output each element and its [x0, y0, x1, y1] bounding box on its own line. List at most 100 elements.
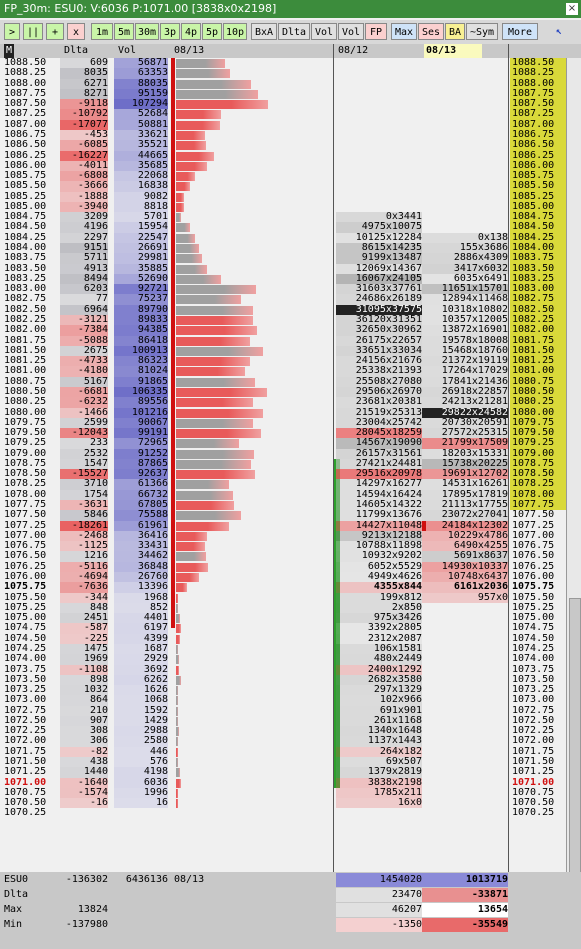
cur-footprint-cell: 17841x21436: [422, 376, 508, 387]
price-label-right: 1078.25: [510, 479, 566, 490]
session-marker: [334, 561, 340, 572]
interval-30m-button[interactable]: 30m: [135, 23, 159, 40]
session-button[interactable]: Ses: [418, 23, 444, 40]
close-icon[interactable]: ×: [566, 3, 578, 15]
volume-profile-bar: [176, 644, 178, 654]
ladder-row: 1088.25 8035 63353 1088.25: [0, 67, 581, 79]
price-label-right: 1077.75: [510, 499, 566, 511]
price-label-right: 1083.50: [510, 263, 566, 274]
cur-footprint-cell: [422, 706, 508, 716]
vertical-scrollbar[interactable]: [566, 58, 581, 900]
volume-profile-bar: [176, 141, 207, 151]
price-label: 1087.75: [4, 87, 47, 99]
price-label: 1084.25: [4, 231, 47, 243]
remove-button[interactable]: x: [67, 23, 85, 40]
volume-cell: 446: [114, 746, 168, 758]
interval-5p-button[interactable]: 5p: [202, 23, 222, 40]
price-label: 1078.50: [4, 468, 47, 480]
price-label: 1087.50: [4, 98, 47, 110]
cur-footprint-cell: 10318x10802: [422, 304, 508, 315]
volume-cell: 6036: [114, 777, 168, 788]
fp-button[interactable]: FP: [365, 23, 387, 40]
volume-profile-bar: [176, 254, 202, 264]
price-label: 1083.25: [4, 272, 47, 284]
volume-profile-bar: [176, 346, 263, 356]
prev-footprint-cell: [336, 192, 422, 202]
price-label-right: 1081.25: [510, 355, 566, 367]
volume-profile-bar: [176, 59, 225, 68]
volume-cell: 86323: [114, 355, 168, 367]
scroll-thumb[interactable]: [569, 598, 581, 900]
price-label-right: 1073.50: [512, 673, 555, 685]
interval-3p-button[interactable]: 3p: [160, 23, 180, 40]
interval-10p-button[interactable]: 10p: [223, 23, 247, 40]
volume-cell: 61961: [114, 520, 168, 531]
prev-footprint-cell: 21519x25313: [336, 407, 422, 418]
session-marker: [334, 757, 340, 768]
volume-profile-bar: [176, 511, 241, 521]
interval-4p-button[interactable]: 4p: [181, 23, 201, 40]
divider: [508, 44, 509, 872]
symbol-button[interactable]: ~Sym: [466, 23, 498, 40]
cur-footprint-cell: [422, 623, 508, 633]
vol-profile-button[interactable]: Vol: [338, 23, 364, 40]
pause-button[interactable]: ||: [23, 23, 43, 40]
ladder-row: 1087.50 -9118 107294 1087.50: [0, 98, 581, 110]
prev-footprint-cell: 36120x31351: [336, 314, 422, 326]
add-button[interactable]: +: [46, 23, 64, 40]
price-label-right: 1088.50: [510, 57, 566, 69]
delta-cell: -15527: [60, 468, 108, 480]
price-label-right: 1074.25: [512, 642, 555, 654]
ladder-row: 1072.00 306 2580 1137x1443 1072.00: [0, 736, 581, 747]
ladder-row: 1085.75 -6808 22068 1085.75: [0, 170, 581, 182]
delta-cell: -225: [60, 633, 108, 644]
delta-cell: 438: [60, 756, 108, 768]
volume-cell: 1429: [114, 715, 168, 727]
price-label-right: 1075.25: [512, 601, 555, 613]
vol-button[interactable]: Vol: [311, 23, 337, 40]
price-label: 1073.50: [4, 673, 47, 685]
volume-profile-bar: [176, 326, 257, 336]
cur-footprint-cell: [422, 747, 508, 757]
more-button[interactable]: More: [502, 23, 538, 40]
volume-cell: 94385: [114, 324, 168, 336]
volume-profile-bar: [176, 182, 191, 192]
price-label: 1073.75: [4, 663, 47, 675]
price-label-right: 1086.50: [510, 139, 566, 151]
prev-footprint-cell: 26175x22657: [336, 335, 422, 346]
cur-footprint-cell: 5691x8637: [422, 551, 508, 562]
summary-label: ESU0: [4, 874, 29, 885]
price-label: 1077.00: [4, 529, 47, 541]
delta-cell: 848: [60, 602, 108, 614]
ladder-row: 1071.00 -1640 6036 3838x2198 1071.00: [0, 777, 581, 788]
cur-footprint-cell: 6161x2036: [422, 581, 508, 593]
pointer-icon[interactable]: ↖: [555, 26, 563, 37]
volume-cell: 4399: [114, 633, 168, 644]
interval-1m-button[interactable]: 1m: [91, 23, 113, 40]
volume-profile-bar: [176, 542, 205, 552]
bxa-button[interactable]: BxA: [251, 23, 277, 40]
volume-profile-bar: [176, 418, 254, 428]
prev-footprint-cell: 28045x18259: [336, 427, 422, 439]
volume-profile-bar: [176, 398, 253, 408]
m-marker: M: [4, 44, 15, 58]
delta-button[interactable]: Dlta: [278, 23, 310, 40]
volume-profile-bar: [176, 429, 262, 439]
price-label: 1082.75: [4, 293, 47, 305]
volume-cell: 33431: [114, 540, 168, 552]
volume-cell: 89790: [114, 304, 168, 315]
interval-5m-button[interactable]: 5m: [114, 23, 134, 40]
ladder-row: 1083.75 5711 29981 9199x13487 2886x4309 1083.…: [0, 253, 581, 264]
volume-profile-bar: [176, 583, 188, 593]
divider: [333, 44, 334, 872]
delta-cell: 1032: [60, 684, 108, 696]
prev-footprint-cell: 261x1168: [336, 715, 422, 727]
volume-cell: 1687: [114, 643, 168, 655]
ladder-row: 1081.00 -4180 81024 25338x21393 17264x17029 1…: [0, 366, 581, 377]
max-button[interactable]: Max: [391, 23, 417, 40]
play-button[interactable]: >: [4, 23, 20, 40]
bid-ask-button[interactable]: BA: [445, 23, 465, 40]
delta-cell: -12043: [60, 427, 108, 439]
delta-cell: -3631: [60, 499, 108, 511]
cur-footprint-cell: [422, 151, 508, 161]
